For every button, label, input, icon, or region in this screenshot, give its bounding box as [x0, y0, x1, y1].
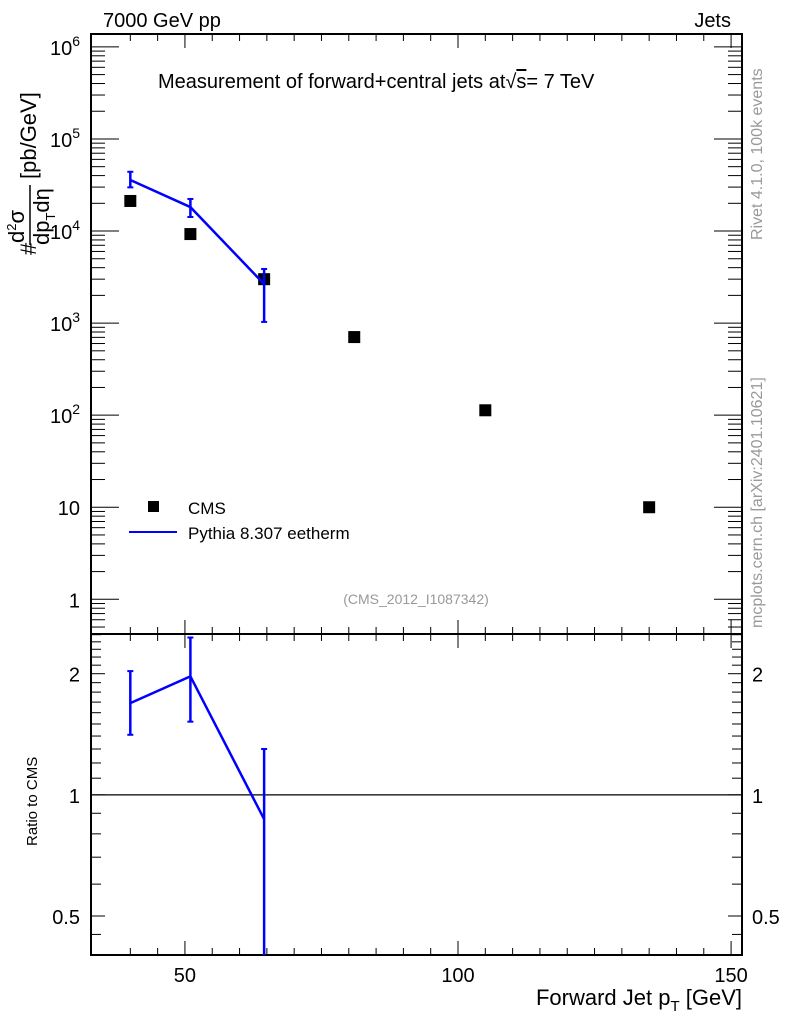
header-left-label: 7000 GeV pp [103, 10, 221, 32]
header-right-label: Jets [694, 10, 731, 32]
cms-data-point [184, 228, 197, 241]
x-tick-label: 150 [714, 965, 747, 987]
ratio-y-axis-label: Ratio to CMS [24, 757, 41, 846]
ratio-y-tick-label-right: 1 [752, 786, 763, 808]
x-tick-label: 100 [441, 965, 474, 987]
cms-data-point [643, 501, 656, 514]
ratio-y-tick-label: 2 [69, 665, 80, 687]
plot-title: Measurement of forward+central jets at√s… [158, 71, 595, 93]
ratio-pythia-line [129, 674, 266, 820]
ratio-y-tick-label-right: 2 [752, 665, 763, 687]
x-axis-label: Forward Jet pT [GeV] [536, 985, 742, 1015]
y-label-numerator: d2σ [4, 210, 29, 243]
y-tick-label: 103 [50, 309, 80, 336]
y-tick-label: 102 [50, 401, 80, 428]
y-tick-label: 105 [50, 125, 80, 152]
ratio-y-tick-label: 1 [69, 786, 80, 808]
ratio-y-tick-label: 0.5 [52, 907, 80, 929]
legend-cms-marker [148, 501, 159, 512]
ratio-y-tick-label-right: 0.5 [752, 907, 780, 929]
analysis-watermark: (CMS_2012_I1087342) [343, 591, 489, 607]
y-label-denominator: dpTdη [29, 188, 58, 245]
main-panel-frame [90, 33, 743, 635]
y-tick-label: 104 [50, 217, 80, 244]
y-tick-label: 10 [58, 498, 80, 520]
cms-data-point [348, 331, 361, 344]
cms-data-point [479, 404, 492, 417]
x-tick-label: 50 [174, 965, 196, 987]
y-tick-label: 106 [50, 33, 80, 60]
y-tick-label: 1 [69, 590, 80, 612]
mcplots-source-label: mcplots.cern.ch [arXiv:2401.10621] [749, 377, 766, 628]
cms-data-point [124, 194, 137, 207]
y-label-unit: [pb/GeV] [16, 92, 41, 179]
y-label-hash: # [16, 242, 41, 255]
legend-pythia-label: Pythia 8.307 eetherm [188, 524, 350, 543]
rivet-version-label: Rivet 4.1.0, 100k events [749, 68, 766, 240]
pythia-line [129, 178, 266, 285]
legend-cms-label: CMS [188, 499, 226, 518]
